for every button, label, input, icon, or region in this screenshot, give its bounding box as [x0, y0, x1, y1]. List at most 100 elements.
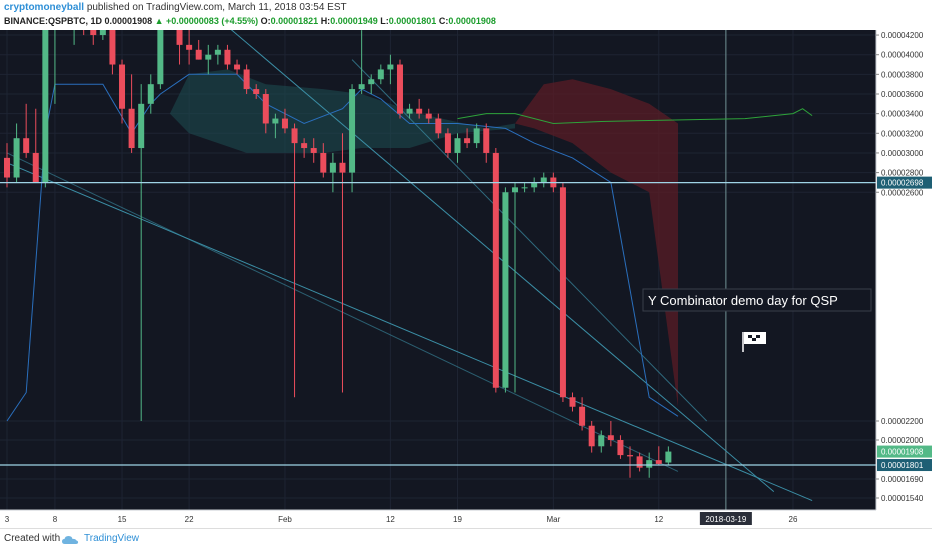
- candle-body-10: [99, 10, 106, 36]
- candle-body-40: [387, 64, 394, 70]
- published-text: published on TradingView.com, March 11, …: [86, 2, 347, 13]
- price-change: ▲ +0.00000083 (+4.55%): [154, 16, 259, 26]
- candle-body-61: [588, 425, 595, 447]
- candle-body-67: [646, 460, 653, 468]
- flag-icon-check-c: [752, 338, 756, 341]
- trendline-mid: [351, 59, 708, 422]
- candle-body-69: [665, 451, 672, 463]
- candle-body-59: [569, 397, 576, 407]
- candle-body-36: [349, 89, 356, 173]
- candle-body-0: [4, 157, 10, 178]
- publish-line: cryptomoneyball published on TradingView…: [4, 2, 347, 13]
- candle-body-46: [444, 133, 451, 153]
- price-chart[interactable]: Y Combinator demo day for QSP 0.00005600…: [0, 0, 932, 528]
- price-tick-label-14: 0.00002800: [881, 169, 924, 178]
- high-label: H:: [320, 16, 331, 26]
- candle-body-63: [607, 435, 614, 440]
- close-label: C:: [438, 16, 449, 26]
- candle-body-18: [176, 15, 183, 45]
- indicator-lines: [6, 73, 813, 422]
- candle-body-62: [598, 435, 605, 447]
- candle-body-54: [521, 187, 528, 189]
- time-tick-label-0: 3: [5, 515, 10, 524]
- candle-body-26: [253, 89, 260, 94]
- price-tick-label-11: 0.00003400: [881, 110, 924, 119]
- lagging-line: [457, 108, 813, 125]
- low-label: L:: [380, 16, 389, 26]
- candle-body-66: [636, 456, 643, 468]
- price-tick-label-8: 0.00004000: [881, 51, 924, 60]
- price-axis[interactable]: 0.000056000.000054000.000052000.00005000…: [875, 0, 932, 510]
- candle-body-42: [406, 108, 413, 114]
- time-tick-label-7: Mar: [546, 515, 560, 524]
- candle-body-49: [473, 128, 480, 144]
- trendline-lower: [6, 162, 813, 502]
- high-value: 0.00001949: [330, 16, 378, 26]
- candle-body-3: [32, 152, 39, 183]
- tradingview-brand[interactable]: TradingView: [84, 533, 140, 544]
- candle-body-21: [205, 54, 212, 60]
- candle-body-29: [281, 118, 288, 129]
- price-tick-label-17: 0.00002000: [881, 436, 924, 445]
- price-tick-label-16: 0.00002200: [881, 417, 924, 426]
- cloud-red: [515, 79, 678, 407]
- candle-body-68: [655, 460, 662, 464]
- tradingview-cloud-icon: [62, 536, 79, 544]
- candle-body-45: [435, 118, 442, 134]
- time-axis[interactable]: 3 8 15 22 Feb 12 19 Mar 12 2018-03-19 26: [0, 509, 932, 528]
- time-tick-label-1: 8: [53, 515, 58, 524]
- last-price: 0.00001908: [104, 16, 153, 26]
- candle-body-14: [138, 103, 145, 149]
- time-tick-label-6: 19: [453, 515, 462, 524]
- time-tick-label-4: Feb: [278, 515, 292, 524]
- candle-body-20: [195, 49, 202, 60]
- candle-body-56: [540, 177, 547, 183]
- candle-body-27: [262, 94, 269, 124]
- price-tick-label-12: 0.00003200: [881, 129, 924, 138]
- candle-body-4: [42, 15, 49, 183]
- annotation-box: [642, 288, 872, 312]
- trendlines: [6, 0, 813, 502]
- time-tick-label-2: 15: [118, 515, 127, 524]
- chart-area[interactable]: Y Combinator demo day for QSP 0.00005600…: [0, 0, 932, 528]
- symbol-label: BINANCE:QSPBTC, 1D: [4, 16, 103, 26]
- hline-upper-label: 0.00002698: [881, 179, 924, 188]
- open-value: 0.00001821: [270, 16, 319, 26]
- time-axis-bg: [0, 510, 932, 528]
- candle-body-43: [416, 108, 423, 114]
- time-tick-label-9: 2018-03-19: [705, 515, 746, 524]
- candle-body-12: [119, 64, 126, 109]
- price-tick-label-19: 0.00001540: [881, 494, 924, 503]
- candle-body-51: [492, 152, 499, 388]
- candle-body-19: [186, 44, 193, 50]
- candle-body-31: [301, 143, 308, 149]
- candle-body-11: [109, 10, 116, 65]
- annotation-text: Y Combinator demo day for QSP: [648, 293, 838, 308]
- candle-body-48: [464, 138, 471, 144]
- candle-body-39: [377, 69, 384, 80]
- candle-body-35: [339, 162, 346, 173]
- price-tick-label-9: 0.00003800: [881, 70, 924, 79]
- annotation-group: Y Combinator demo day for QSP: [642, 288, 872, 352]
- price-tick-label-7: 0.00004200: [881, 31, 924, 40]
- candle-body-60: [579, 406, 586, 426]
- time-tick-label-5: 12: [386, 515, 395, 524]
- candle-body-2: [23, 138, 30, 153]
- candle-body-64: [617, 440, 624, 456]
- chart-header: cryptomoneyball published on TradingView…: [0, 0, 932, 30]
- candle-body-23: [224, 49, 231, 65]
- ohlc-line: BINANCE:QSPBTC, 1D 0.00001908 ▲ +0.00000…: [4, 16, 496, 26]
- hline-upper-label-bg: [877, 176, 932, 189]
- low-value: 0.00001801: [388, 16, 437, 26]
- candle-body-58: [559, 187, 566, 398]
- hline-lower-label-bg: [877, 459, 932, 472]
- candle-body-9: [90, 25, 97, 36]
- candle-body-50: [483, 128, 490, 153]
- price-tick-label-13: 0.00003000: [881, 149, 924, 158]
- date-marker-bg: [699, 512, 752, 525]
- time-tick-label-8: 12: [654, 515, 663, 524]
- candle-body-53: [512, 187, 519, 193]
- candle-body-24: [234, 64, 241, 70]
- candle-body-32: [310, 148, 317, 153]
- author-link[interactable]: cryptomoneyball: [4, 2, 85, 13]
